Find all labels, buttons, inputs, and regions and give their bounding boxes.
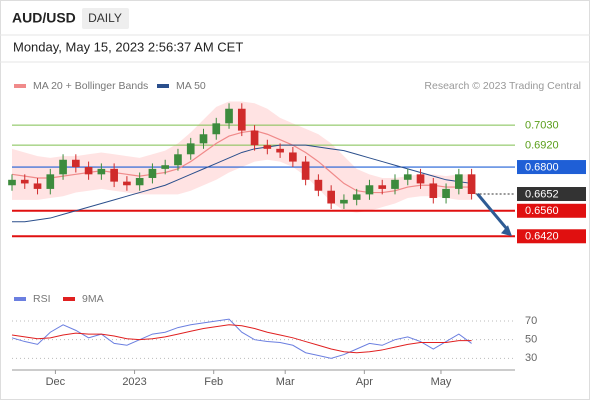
candle-body (123, 181, 131, 186)
candle-body (403, 174, 412, 180)
candle-body (72, 159, 80, 168)
candle-body (33, 183, 42, 189)
candle-body (301, 161, 310, 180)
rsi-line (11, 318, 472, 359)
timeframe-box (82, 8, 129, 29)
candle-body (148, 168, 157, 178)
candle-body (84, 167, 93, 175)
candle-body (340, 199, 348, 204)
forecast-arrow (476, 193, 510, 232)
legend-label: MA 20 + Bollinger Bands (33, 80, 148, 92)
candle-body (59, 159, 67, 175)
candle-body (276, 148, 284, 153)
candle-body (174, 154, 182, 166)
candle-body (378, 185, 387, 189)
source: Research © 2023 Trading Central (424, 80, 581, 92)
candle-body (135, 177, 144, 186)
legend-swatch (14, 84, 26, 88)
level-label: 0.6652 (525, 188, 559, 200)
y-tick-label: 50 (525, 334, 537, 346)
legend-swatch (157, 84, 169, 88)
candle-body (212, 123, 221, 135)
legend-swatch (14, 297, 26, 301)
candle-body (454, 174, 463, 189)
x-tick-label: May (431, 376, 452, 388)
candle-body (97, 168, 106, 175)
legend-label: MA 50 (176, 80, 206, 92)
candle-body (46, 174, 55, 189)
level-box (517, 160, 586, 175)
legend-label: 9MA (82, 293, 104, 305)
candle-body (20, 179, 29, 184)
ma-line (12, 144, 472, 223)
level-box (517, 229, 586, 244)
candle-body (467, 174, 476, 195)
candle-body (110, 168, 118, 182)
candle-body (199, 134, 208, 144)
y-tick-label: 70 (525, 315, 537, 327)
candle-body (225, 108, 233, 124)
forecast-arrowhead (501, 225, 512, 237)
candle-body (416, 174, 425, 184)
candle-body (365, 185, 374, 195)
timeframe: DAILY (88, 11, 122, 25)
level-box (517, 203, 586, 218)
rsi-line (11, 324, 472, 354)
symbol: AUD/USD (12, 10, 76, 26)
level-label: 0.6920 (525, 140, 559, 152)
x-tick-label: Mar (276, 376, 295, 388)
x-tick-label: 2023 (122, 376, 146, 388)
legend-label: RSI (33, 293, 51, 305)
legend-swatch (63, 297, 75, 301)
candle-body (327, 190, 335, 204)
candle-body (442, 188, 450, 199)
candle-body (391, 179, 399, 189)
x-tick-label: Feb (204, 376, 223, 388)
y-tick-label: 30 (525, 352, 537, 364)
level-label: 0.7030 (525, 120, 559, 132)
level-label: 0.6420 (525, 231, 559, 243)
candle-body (352, 194, 361, 200)
x-tick-label: Dec (46, 376, 66, 388)
candle-body (237, 108, 246, 131)
candle-body (263, 145, 272, 149)
candle-body (314, 179, 323, 191)
level-label: 0.6800 (525, 161, 559, 173)
timestamp: Monday, May 15, 2023 2:56:37 AM CET (13, 39, 243, 54)
level-box (517, 187, 586, 202)
level-label: 0.6560 (525, 205, 559, 217)
candle-body (8, 179, 16, 186)
candle-body (429, 183, 438, 199)
candle-body (161, 165, 170, 169)
candle-body (186, 143, 195, 155)
candle-body (289, 152, 297, 162)
candle-body (250, 130, 259, 146)
x-tick-label: Apr (356, 376, 373, 388)
